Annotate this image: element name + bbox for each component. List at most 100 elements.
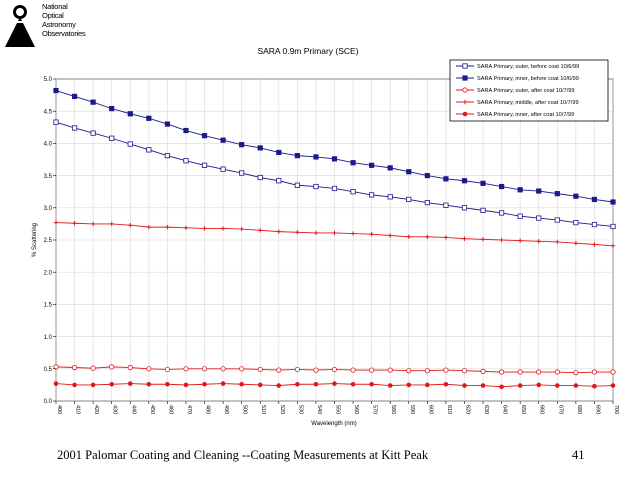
data-point — [350, 160, 356, 166]
data-point — [313, 381, 319, 387]
data-point — [53, 87, 59, 94]
data-point — [127, 364, 133, 371]
data-point — [201, 366, 208, 372]
series-5 — [53, 381, 616, 390]
x-tick-label: 430 — [112, 405, 118, 414]
data-point — [592, 383, 597, 389]
data-point — [202, 381, 207, 387]
x-tick-label: 660 — [539, 405, 545, 414]
data-point — [90, 99, 96, 105]
data-point — [424, 368, 430, 374]
y-axis-label: % Scattering — [32, 223, 38, 257]
data-point — [350, 189, 356, 195]
legend-label: SARA Primary, inner, before coat 10/6/99 — [477, 76, 579, 82]
data-point — [406, 196, 412, 203]
series-4 — [53, 220, 616, 248]
chart-title: SARA 0.9m Primary (SCE) — [257, 46, 358, 56]
data-point — [332, 381, 337, 386]
data-point — [388, 233, 393, 238]
x-axis-label: Wavelength (nm) — [311, 421, 356, 427]
data-point — [109, 135, 115, 141]
data-point — [555, 383, 560, 388]
data-point — [239, 226, 244, 232]
legend-entry-4: SARA Primary, middle, after coat 10/7/99 — [456, 99, 579, 106]
data-point — [573, 370, 579, 376]
data-point — [220, 366, 226, 372]
data-point — [331, 366, 338, 373]
data-point — [331, 185, 338, 192]
data-point — [294, 366, 300, 373]
data-point — [462, 236, 467, 241]
x-tick-label: 530 — [297, 405, 303, 414]
x-tick-label: 690 — [594, 405, 600, 414]
data-point — [257, 174, 263, 181]
data-point — [202, 226, 207, 231]
x-tick-label: 570 — [372, 405, 378, 414]
data-point — [165, 224, 170, 230]
data-point — [350, 367, 356, 373]
data-point — [480, 368, 486, 374]
data-point — [425, 234, 430, 239]
data-point — [591, 221, 598, 228]
data-point — [220, 166, 226, 172]
x-tick-label: 700 — [613, 405, 619, 414]
footer-caption: 2001 Palomar Coating and Cleaning --Coat… — [57, 448, 429, 462]
legend-swatch-marker — [462, 111, 468, 117]
data-point — [461, 178, 468, 184]
org-line-2: Optical — [42, 11, 64, 20]
data-point — [369, 192, 375, 198]
data-point — [294, 182, 300, 188]
data-point — [610, 243, 616, 248]
data-point — [369, 381, 374, 387]
data-point — [387, 383, 393, 388]
data-point — [461, 368, 468, 374]
data-point — [406, 368, 412, 374]
data-point — [406, 234, 411, 239]
series-1 — [53, 119, 616, 230]
data-point — [239, 142, 245, 148]
data-point — [387, 194, 393, 200]
y-tick-label: 2.5 — [44, 238, 53, 244]
legend-label: SARA Primary, outer, after coat 10/7/99 — [477, 88, 575, 94]
x-tick-label: 500 — [242, 405, 248, 414]
data-point — [90, 382, 96, 388]
data-point — [109, 381, 114, 387]
data-point — [72, 382, 77, 388]
data-point — [498, 369, 505, 375]
data-point — [295, 230, 300, 235]
data-point — [127, 111, 133, 117]
data-point — [517, 187, 523, 193]
data-point — [462, 383, 467, 388]
data-point — [517, 369, 523, 375]
x-tick-label: 480 — [205, 405, 211, 414]
series-layer — [53, 87, 616, 390]
x-tick-label: 450 — [149, 405, 155, 414]
data-point — [146, 224, 152, 230]
data-point — [461, 205, 468, 211]
x-tick-label: 630 — [483, 405, 489, 414]
legend-box — [449, 59, 609, 122]
data-point — [127, 141, 133, 147]
data-point — [128, 222, 133, 228]
data-point — [350, 381, 356, 387]
data-point — [109, 106, 115, 112]
data-point — [480, 383, 486, 388]
y-tick-label: 2.0 — [44, 270, 53, 276]
org-line-1: National — [42, 2, 68, 11]
data-point — [146, 115, 152, 121]
data-point — [127, 381, 133, 386]
y-tick-label: 4.5 — [44, 109, 53, 115]
data-point — [592, 242, 597, 247]
data-point — [220, 137, 226, 143]
data-point — [554, 217, 560, 223]
data-point — [109, 221, 114, 227]
series-3 — [53, 364, 616, 376]
data-point — [350, 231, 356, 236]
data-point — [146, 147, 152, 153]
data-point — [71, 125, 78, 131]
data-point — [313, 230, 319, 236]
legend-label: SARA Primary, outer, before coat 10/6/99 — [477, 64, 579, 70]
data-point — [276, 178, 282, 184]
noao-emblem-icon — [5, 5, 35, 47]
x-tick-label: 470 — [186, 405, 192, 414]
